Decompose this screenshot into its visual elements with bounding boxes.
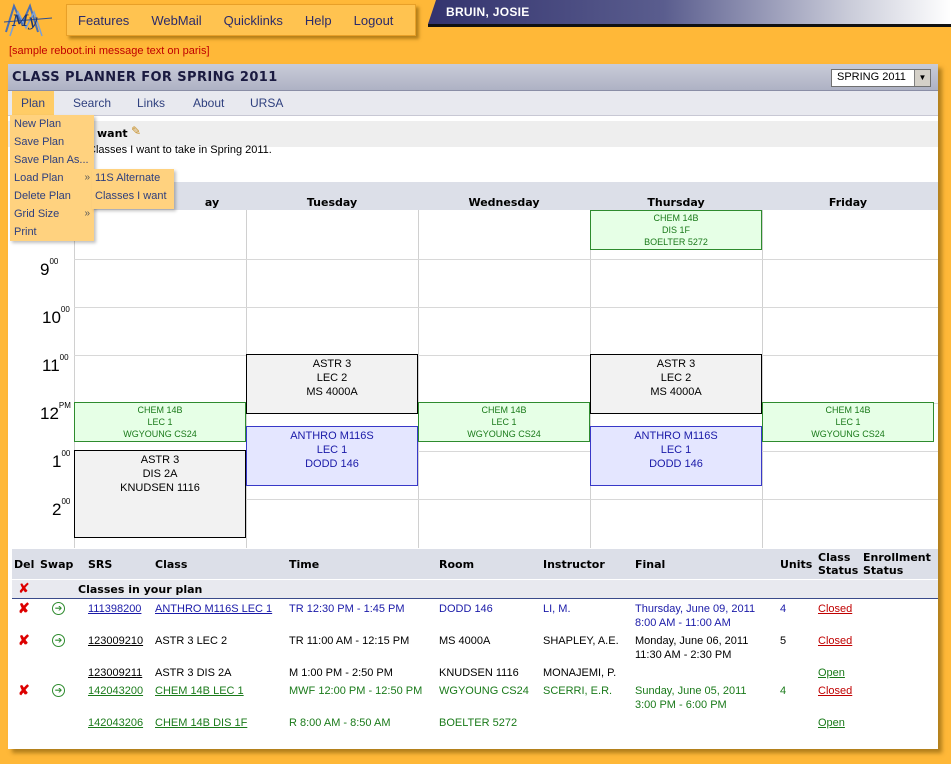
plan-description: Classes I want to take in Spring 2011. bbox=[88, 144, 272, 156]
myucla-logo[interactable]: My bbox=[3, 2, 56, 38]
nav-quicklinks[interactable]: Quicklinks bbox=[223, 12, 283, 28]
srs-link[interactable]: 123009210 bbox=[88, 635, 144, 647]
class-block-astr-lec-tue[interactable]: ASTR 3 LEC 2 MS 4000A bbox=[246, 354, 418, 414]
class-link[interactable]: CHEM 14B DIS 1F bbox=[155, 717, 248, 729]
class-block-chem-lec-wed[interactable]: CHEM 14B LEC 1 WGYOUNG CS24 bbox=[418, 402, 590, 442]
delete-icon[interactable]: ✘ bbox=[18, 682, 30, 698]
class-block-chem-lec-fri[interactable]: CHEM 14B LEC 1 WGYOUNG CS24 bbox=[762, 402, 934, 442]
chevron-right-icon: » bbox=[84, 208, 90, 219]
planner-title-bar: CLASS PLANNER FOR SPRING 2011 SPRING 201… bbox=[8, 64, 938, 91]
menu-delete-plan[interactable]: Delete Plan bbox=[14, 190, 71, 202]
status-link[interactable]: Open bbox=[818, 717, 845, 729]
day-friday: Friday bbox=[828, 196, 868, 209]
nav-webmail[interactable]: WebMail bbox=[151, 12, 202, 28]
menu-grid-size[interactable]: Grid Size» bbox=[10, 205, 94, 223]
nav-logout[interactable]: Logout bbox=[353, 12, 394, 28]
srs-link[interactable]: 111398200 bbox=[88, 603, 142, 615]
class-block-astr-dis-mon[interactable]: ASTR 3 DIS 2A KNUDSEN 1116 bbox=[74, 450, 246, 538]
schedule-grid: ay Tuesday Wednesday Thursday Friday 900… bbox=[12, 182, 938, 548]
logo-text: My bbox=[11, 11, 38, 30]
class-block-anthro-thu[interactable]: ANTHRO M116S LEC 1 DODD 146 bbox=[590, 426, 762, 486]
hour-label-1: 100 bbox=[52, 449, 71, 471]
menu-load-plan[interactable]: Load Plan» bbox=[10, 169, 94, 187]
planner-title: CLASS PLANNER FOR SPRING 2011 bbox=[12, 70, 278, 85]
menu-print[interactable]: Print bbox=[14, 226, 37, 238]
tab-about[interactable]: About bbox=[193, 96, 225, 110]
group-label: Classes in your plan bbox=[78, 583, 203, 596]
class-link[interactable]: ANTHRO M116S LEC 1 bbox=[155, 603, 273, 615]
delete-icon[interactable]: ✘ bbox=[18, 632, 30, 648]
delete-icon[interactable]: ✘ bbox=[18, 600, 30, 616]
hour-label-9: 900 bbox=[40, 257, 59, 279]
status-link[interactable]: Closed bbox=[818, 685, 853, 697]
tab-ursa[interactable]: URSA bbox=[250, 96, 284, 110]
class-block-anthro-tue[interactable]: ANTHRO M116S LEC 1 DODD 146 bbox=[246, 426, 418, 486]
status-link[interactable]: Closed bbox=[818, 635, 853, 647]
tab-links[interactable]: Links bbox=[137, 96, 166, 110]
swap-icon: ➔ bbox=[52, 602, 65, 615]
srs-link[interactable]: 123009211 bbox=[88, 667, 143, 679]
plan-header: want bbox=[8, 121, 938, 147]
hour-label-11: 1100 bbox=[42, 353, 69, 375]
day-tuesday: Tuesday bbox=[306, 196, 358, 209]
srs-link[interactable]: 142043206 bbox=[88, 717, 144, 729]
plan-menu: New Plan Save Plan Save Plan As... Load … bbox=[10, 115, 94, 241]
load-plan-submenu: 11S Alternate Classes I want bbox=[92, 169, 174, 209]
day-monday: ay bbox=[204, 196, 220, 209]
chevron-down-icon: ▼ bbox=[914, 70, 930, 86]
menu-new-plan[interactable]: New Plan bbox=[14, 118, 62, 130]
pencil-icon[interactable]: ✎ bbox=[131, 124, 142, 138]
nav-features[interactable]: Features bbox=[78, 12, 130, 28]
nav-help[interactable]: Help bbox=[304, 12, 332, 28]
reboot-message: [sample reboot.ini message text on paris… bbox=[9, 45, 210, 57]
user-bar: BRUIN, JOSIE bbox=[428, 0, 951, 30]
class-block-astr-lec-thu[interactable]: ASTR 3 LEC 2 MS 4000A bbox=[590, 354, 762, 414]
chevron-right-icon: » bbox=[84, 172, 90, 183]
status-link[interactable]: Open bbox=[818, 667, 845, 679]
swap-icon: ➔ bbox=[52, 684, 65, 697]
sub-nav: Plan Search Links About URSA bbox=[8, 91, 938, 116]
class-link[interactable]: CHEM 14B LEC 1 bbox=[155, 685, 244, 697]
class-block-chem-dis-thu[interactable]: CHEM 14B DIS 1F BOELTER 5272 bbox=[590, 210, 762, 250]
submenu-11s-alternate[interactable]: 11S Alternate bbox=[95, 172, 161, 184]
menu-save-plan[interactable]: Save Plan bbox=[14, 136, 65, 148]
top-nav: Features WebMail Quicklinks Help Logout bbox=[66, 4, 416, 36]
class-planner-panel: CLASS PLANNER FOR SPRING 2011 SPRING 201… bbox=[8, 64, 938, 749]
hour-label-12: 12PM bbox=[40, 401, 71, 423]
srs-link[interactable]: 142043200 bbox=[88, 685, 144, 697]
tab-search[interactable]: Search bbox=[73, 96, 112, 110]
term-select[interactable]: SPRING 2011 ▼ bbox=[831, 69, 931, 87]
menu-save-plan-as[interactable]: Save Plan As... bbox=[14, 154, 89, 166]
table-header: Del Swap SRS Class Time Room Instructor … bbox=[12, 549, 938, 579]
day-thursday: Thursday bbox=[647, 196, 705, 209]
hour-label-2: 200 bbox=[52, 497, 71, 519]
plan-title: want bbox=[97, 127, 128, 140]
submenu-classes-i-want[interactable]: Classes I want bbox=[95, 190, 167, 202]
delete-group-icon[interactable]: ✘ bbox=[18, 581, 30, 597]
day-wednesday: Wednesday bbox=[468, 196, 540, 209]
class-block-chem-lec-mon[interactable]: CHEM 14B LEC 1 WGYOUNG CS24 bbox=[74, 402, 246, 442]
user-name: BRUIN, JOSIE bbox=[446, 5, 530, 19]
group-row: ✘ Classes in your plan bbox=[12, 580, 938, 599]
tab-plan[interactable]: Plan bbox=[12, 91, 55, 115]
status-link[interactable]: Closed bbox=[818, 603, 853, 615]
swap-icon: ➔ bbox=[52, 634, 65, 647]
hour-label-10: 1000 bbox=[42, 305, 70, 327]
